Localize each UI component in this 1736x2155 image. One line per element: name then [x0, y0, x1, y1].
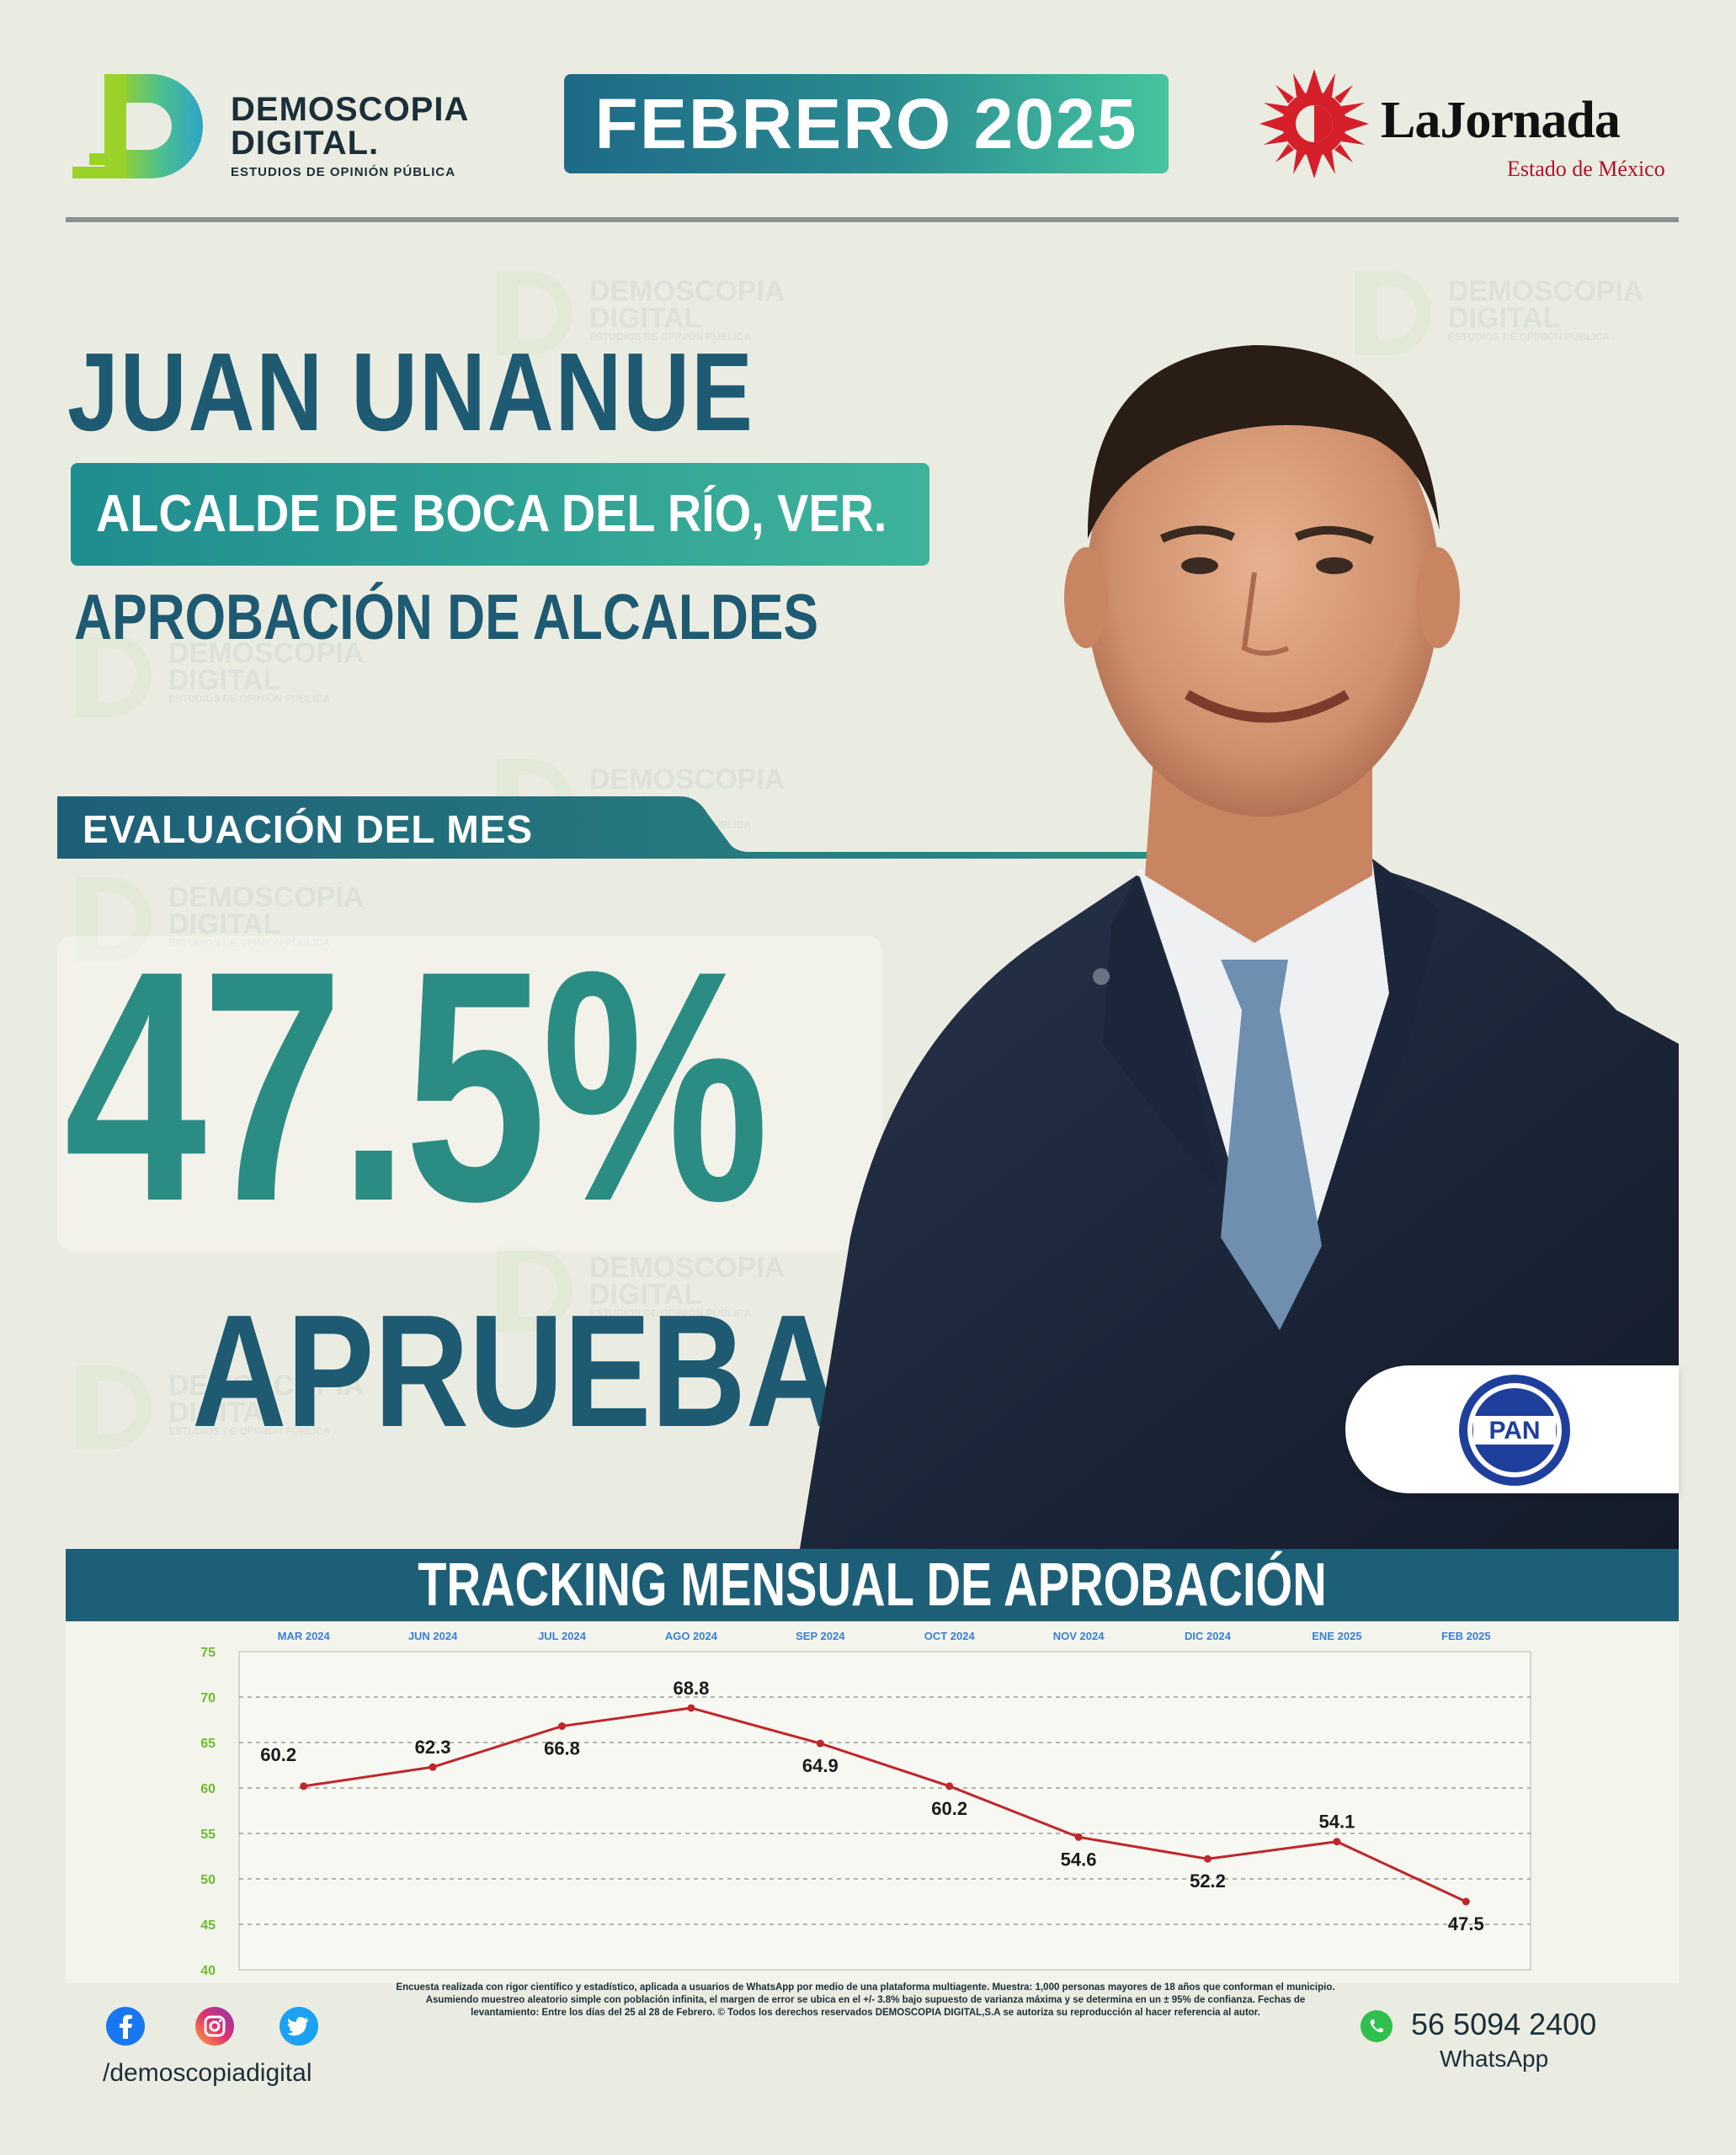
sun-icon [1259, 69, 1369, 178]
party-label: PAN [1488, 1417, 1540, 1445]
x-tick-label: FEB 2025 [1441, 1630, 1491, 1642]
x-tick-label: ENE 2025 [1312, 1630, 1361, 1642]
methodology-disclaimer: Encuesta realizada con rigor científico … [396, 1982, 1335, 2018]
pan-logo-icon: PAN [1459, 1375, 1570, 1486]
data-label: 60.2 [931, 1798, 967, 1819]
pollster-name-line1: DEMOSCOPIA [231, 91, 470, 128]
approval-line [303, 1706, 1467, 1903]
data-point [429, 1763, 437, 1771]
subject-name: JUAN UNANUE [67, 330, 754, 454]
poll-category: APROBACIÓN DE ALCALDES [74, 582, 819, 653]
whatsapp-contact[interactable]: 56 5094 2400 WhatsApp [1361, 2007, 1613, 2074]
portrait-photo [800, 345, 1679, 1549]
data-point [816, 1739, 824, 1748]
percent-backdrop [57, 936, 882, 1251]
x-tick-label: AGO 2024 [665, 1630, 718, 1642]
eval-bar-shape [57, 796, 1152, 859]
x-tick-label: NOV 2024 [1053, 1630, 1105, 1642]
data-label: 68.8 [673, 1678, 709, 1699]
twitter-icon[interactable] [280, 2007, 318, 2046]
x-tick-label: MAR 2024 [278, 1630, 331, 1642]
data-label: 62.3 [415, 1737, 451, 1758]
plot-area [238, 1651, 1531, 1971]
party-badge: PAN [1345, 1365, 1679, 1493]
role-box: ALCALDE DE BOCA DEL RÍO, VER. [71, 463, 929, 566]
demoscopia-d-icon [72, 74, 203, 178]
data-point [1204, 1854, 1211, 1863]
social-links: /demoscopiadigital [103, 2007, 372, 2108]
y-tick-label: 65 [200, 1737, 216, 1751]
x-tick-label: JUL 2024 [538, 1630, 587, 1642]
x-tick-label: JUN 2024 [408, 1630, 458, 1642]
data-label: 52.2 [1190, 1870, 1226, 1892]
data-point [300, 1782, 308, 1791]
demoscopia-logo: DEMOSCOPIA DIGITAL. ESTUDIOS DE OPINIÓN … [71, 67, 475, 185]
data-label: 60.2 [260, 1744, 296, 1765]
media-name: LaJornada [1381, 92, 1621, 149]
x-tick-label: OCT 2024 [924, 1630, 976, 1642]
y-tick-label: 50 [200, 1873, 216, 1887]
chart-title-bar: TRACKING MENSUAL DE APROBACIÓN [66, 1549, 1679, 1621]
data-label: 64.9 [802, 1755, 839, 1776]
data-label: 54.1 [1318, 1812, 1355, 1833]
la-jornada-logo: LaJornada Estado de México [1254, 66, 1684, 184]
chart-title: TRACKING MENSUAL DE APROBACIÓN [418, 1551, 1327, 1619]
data-point [687, 1704, 695, 1712]
whatsapp-icon[interactable] [1361, 2010, 1393, 2042]
data-point [558, 1722, 566, 1731]
approval-word: APRUEBA [192, 1282, 841, 1461]
instagram-icon[interactable] [195, 2007, 234, 2046]
x-tick-label: SEP 2024 [796, 1630, 845, 1642]
data-point [1333, 1838, 1341, 1846]
chart-panel: 40 45 50 55 60 65 70 75 MAR 2024 JUN 2024 JUL 2024… [66, 1621, 1679, 1983]
y-tick-label: 55 [200, 1828, 216, 1842]
line-chart: 40 45 50 55 60 65 70 75 MAR 2024 JUN 2024 JUL 2024… [200, 1630, 1531, 1978]
whatsapp-number[interactable]: 56 5094 2400 [1411, 2007, 1597, 2041]
data-point [1462, 1897, 1470, 1906]
eval-label: EVALUACIÓN DEL MES [83, 807, 534, 851]
y-tick-label: 70 [200, 1691, 216, 1705]
header-divider [66, 217, 1679, 222]
pollster-tagline: ESTUDIOS DE OPINIÓN PÚBLICA [231, 165, 456, 179]
y-tick-label: 75 [200, 1646, 216, 1660]
data-label: 47.5 [1448, 1913, 1484, 1934]
x-tick-label: DIC 2024 [1185, 1630, 1232, 1642]
pollster-name-line2: DIGITAL. [231, 125, 380, 162]
data-label: 54.6 [1061, 1849, 1097, 1870]
y-tick-label: 45 [200, 1918, 216, 1933]
social-handle[interactable]: /demoscopiadigital [103, 2059, 312, 2087]
y-tick-label: 60 [200, 1782, 216, 1796]
data-label: 66.8 [544, 1738, 580, 1759]
data-point [945, 1782, 954, 1791]
approval-percent: 47.5% [64, 902, 769, 1269]
eval-bar: EVALUACIÓN DEL MES [57, 796, 1152, 864]
facebook-icon[interactable] [106, 2007, 145, 2046]
y-tick-label: 40 [200, 1964, 216, 1978]
data-point [1074, 1833, 1083, 1841]
media-region: Estado de México [1507, 157, 1665, 181]
whatsapp-label: WhatsApp [1440, 2046, 1549, 2072]
month-banner: FEBRERO 2025 [564, 74, 1169, 173]
subject-role: ALCALDE DE BOCA DEL RÍO, VER. [96, 485, 887, 543]
